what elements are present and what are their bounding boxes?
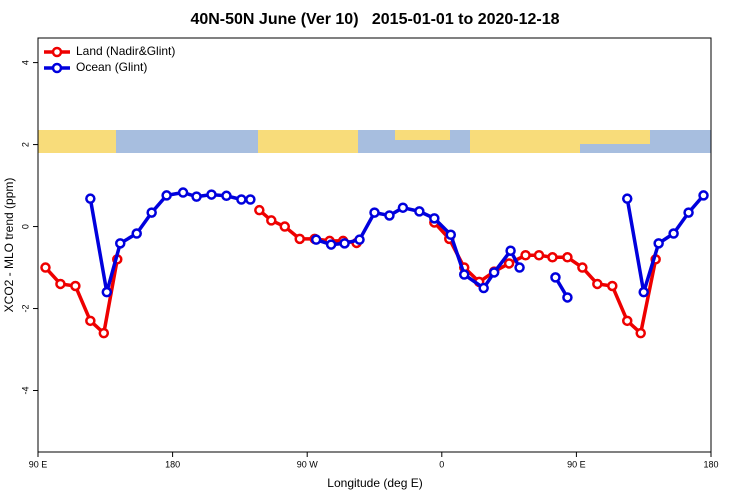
- data-point: [533, 249, 545, 261]
- data-point: [458, 269, 470, 280]
- data-point: [70, 280, 81, 292]
- data-point: [384, 210, 395, 221]
- data-point: [445, 229, 457, 241]
- data-point: [514, 262, 525, 273]
- data-point: [85, 315, 96, 327]
- data-point: [607, 280, 618, 292]
- data-point: [206, 189, 217, 200]
- data-point: [592, 278, 603, 290]
- data-point: [310, 234, 322, 245]
- data-point: [547, 252, 558, 263]
- x-tick-label: 180: [165, 459, 180, 469]
- data-point: [254, 204, 265, 216]
- data-point: [221, 190, 232, 202]
- map-band: [38, 130, 711, 153]
- data-point: [245, 194, 256, 205]
- data-point: [683, 207, 694, 218]
- data-point: [98, 327, 110, 339]
- data-point: [266, 215, 277, 226]
- x-axis-label: Longitude (deg E): [327, 476, 422, 490]
- x-tick-label: 90 E: [29, 459, 48, 469]
- data-point: [638, 286, 649, 298]
- data-point: [339, 238, 350, 249]
- data-point: [562, 292, 573, 303]
- data-point: [488, 267, 500, 278]
- data-point: [621, 193, 633, 204]
- data-point: [294, 233, 305, 245]
- x-tick-label: 90 E: [567, 459, 586, 469]
- y-tick-label: 4: [20, 60, 30, 65]
- y-axis-label: XCO2 - MLO trend (ppm): [2, 178, 16, 313]
- chart-title: 40N-50N June (Ver 10) 2015-01-01 to 2020…: [190, 11, 559, 28]
- y-tick-label: 2: [20, 142, 30, 147]
- data-point: [161, 190, 172, 201]
- data-point: [354, 234, 365, 245]
- data-point: [429, 213, 440, 224]
- data-point: [653, 238, 664, 249]
- data-point: [177, 187, 189, 198]
- data-point: [505, 245, 516, 256]
- data-point: [325, 239, 337, 250]
- data-point: [101, 286, 113, 298]
- x-tick-label: 180: [703, 459, 718, 469]
- data-point: [577, 262, 588, 273]
- legend-label: Land (Nadir&Glint): [76, 44, 175, 58]
- data-point: [550, 272, 561, 283]
- y-tick-label: -4: [20, 387, 30, 395]
- data-point: [191, 191, 202, 202]
- data-point: [236, 194, 247, 205]
- x-tick-label: 90 W: [297, 459, 319, 469]
- data-point: [478, 282, 489, 294]
- legend-marker: [51, 46, 63, 58]
- data-point: [115, 238, 126, 249]
- data-point: [562, 252, 573, 263]
- data-point: [40, 262, 51, 273]
- x-tick-label: 0: [439, 459, 444, 469]
- data-point: [369, 207, 380, 218]
- legend-label: Ocean (Glint): [76, 60, 147, 74]
- data-point: [414, 206, 425, 217]
- data-point: [635, 327, 646, 339]
- data-point: [146, 207, 157, 218]
- data-point: [520, 249, 531, 261]
- data-point: [85, 193, 96, 204]
- data-point: [131, 228, 142, 239]
- data-point: [279, 221, 291, 232]
- legend-marker: [51, 62, 63, 74]
- data-point: [621, 315, 633, 327]
- data-point: [503, 258, 515, 269]
- data-point: [668, 228, 679, 239]
- y-tick-label: 0: [20, 224, 30, 229]
- data-point: [397, 202, 409, 213]
- plot-frame: [37, 37, 712, 453]
- data-point: [55, 278, 66, 290]
- y-tick-label: -2: [20, 305, 30, 313]
- data-point: [698, 190, 709, 201]
